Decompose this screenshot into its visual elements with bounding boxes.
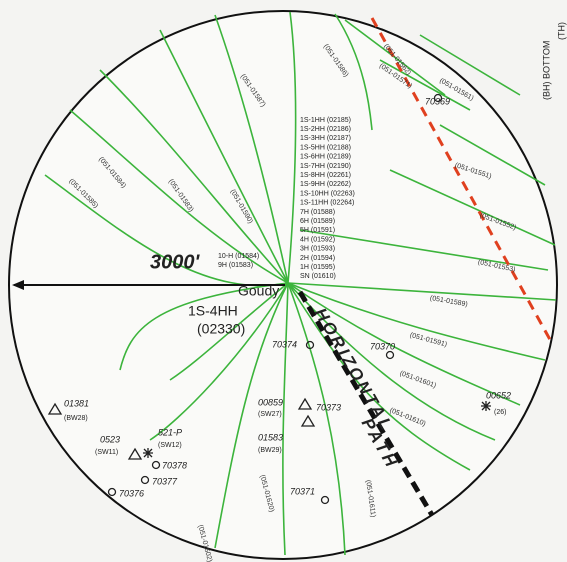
- well-list-entry: 1S-6HH (02189): [300, 154, 351, 161]
- well-list-entry: 1S-10HH (02263): [300, 190, 355, 197]
- well-sub: (BW28): [64, 415, 88, 422]
- well-list-entry: 4H (01592): [300, 236, 335, 243]
- well-list: 1S-1HH (02185) 1S-2HH (02186) 1S-3HH (0218…: [218, 117, 355, 280]
- well-symbol: [481, 401, 491, 411]
- well-list-entry: 2H (01594): [300, 255, 335, 262]
- well-list-entry: 1S-2HH (02186): [300, 126, 351, 133]
- center-well-name: Goudy: [238, 283, 279, 299]
- well-symbol: [385, 350, 395, 360]
- edge-label: (TH): [556, 22, 566, 40]
- well-list-entry: 1S-3HH (02187): [300, 135, 351, 142]
- well-list-entry: 1H (01595): [300, 264, 335, 271]
- well-symbol: [433, 93, 443, 103]
- arrow-head: [12, 280, 24, 290]
- well-sub: (26): [494, 409, 506, 416]
- distance-label: 3000': [150, 251, 200, 273]
- well-sub: (SW11): [95, 449, 118, 456]
- well-symbol: [143, 448, 153, 458]
- well-list-entry: 7H (01588): [300, 209, 335, 216]
- well-id: 521-P: [158, 427, 182, 437]
- lease-lines: [44, 11, 557, 556]
- well-id: 70374: [272, 339, 297, 349]
- well-id: 00652: [486, 390, 511, 400]
- well-list-entry: 10-H (01584): [218, 253, 259, 260]
- well-symbol: [47, 402, 63, 415]
- well-symbol: [320, 495, 330, 505]
- well-symbol: [297, 397, 313, 410]
- well-symbol: [140, 475, 150, 485]
- well-id: 70369: [425, 96, 450, 106]
- well-list-entry: 1S-5HH (02188): [300, 144, 351, 151]
- well-symbol: [300, 414, 316, 427]
- well-id: 00859: [258, 397, 283, 407]
- wells: 70369 70374 70370 00859 (SW27) 70373 01583 (BW2…: [47, 93, 511, 505]
- edge-label: (BH) BOTTOM: [541, 41, 551, 100]
- horizontal-path: [297, 290, 435, 517]
- well-id: 01583: [258, 432, 283, 442]
- well-list-entry: 9H (01583): [218, 262, 253, 269]
- well-symbol: [127, 447, 143, 460]
- well-symbol: [305, 340, 315, 350]
- well-id: 01381: [64, 398, 89, 408]
- well-id: 70377: [152, 476, 178, 486]
- well-list-entry: 6H (01589): [300, 218, 335, 225]
- well-list-entry: 1S-7HH (02190): [300, 163, 351, 170]
- well-sub: (SW27): [258, 411, 282, 418]
- well-list-entry: 1S-9HH (02262): [300, 181, 351, 188]
- well-symbol: [107, 487, 117, 497]
- center-well-number: (02330): [197, 321, 245, 337]
- well-sub: (SW12): [158, 442, 182, 449]
- well-symbol: [151, 460, 161, 470]
- well-list-entry: SN (01610): [300, 273, 336, 280]
- well-id: 70371: [290, 486, 315, 496]
- well-list-entry: 1S-1HH (02185): [300, 117, 351, 124]
- well-list-entry: 3H (01593): [300, 246, 335, 253]
- boundary-line: [370, 17, 555, 346]
- well-id: 70378: [162, 460, 187, 470]
- well-list-entry: 1S-11HH (02264): [300, 200, 354, 207]
- center-well-id: 1S-4HH: [188, 303, 238, 319]
- well-id: 0523: [100, 434, 120, 444]
- well-id: 70376: [119, 488, 144, 498]
- well-sub: (BW29): [258, 447, 282, 454]
- well-list-entry: 1S-8HH (02261): [300, 172, 351, 179]
- well-id: 70370: [370, 341, 395, 351]
- well-id: 70373: [316, 402, 341, 412]
- well-list-entry: 5H (01591): [300, 227, 335, 234]
